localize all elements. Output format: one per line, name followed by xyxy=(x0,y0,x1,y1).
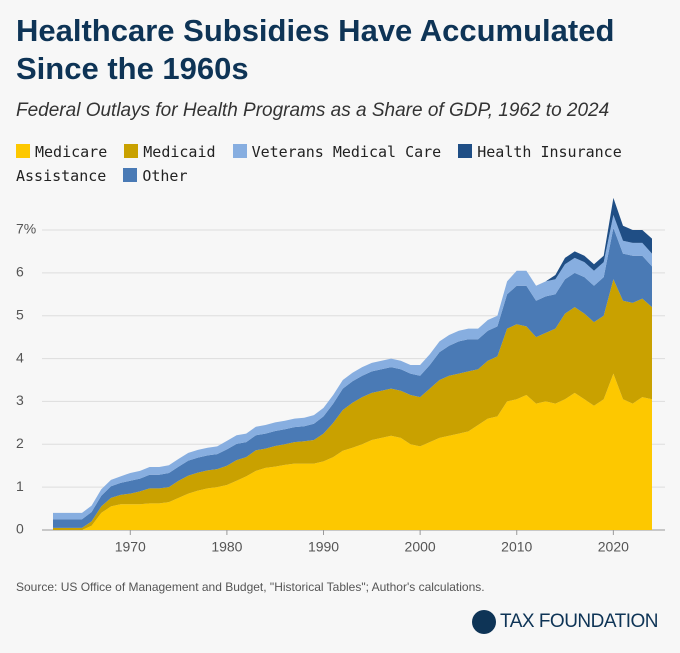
x-tick-label: 2010 xyxy=(501,539,532,555)
x-tick-label: 2020 xyxy=(598,539,629,555)
legend: Medicare Medicaid Veterans Medical Care … xyxy=(16,140,656,188)
y-tick-label: 6 xyxy=(16,264,24,280)
legend-label: Medicare xyxy=(35,143,108,161)
legend-swatch xyxy=(458,144,473,158)
logo: TAX FOUNDATION xyxy=(500,611,659,632)
legend-swatch xyxy=(123,168,138,182)
x-tick-label: 2000 xyxy=(405,539,436,555)
area xyxy=(53,373,652,530)
legend-item: Health Insurance Assistance xyxy=(16,143,622,185)
legend-swatch xyxy=(16,144,30,158)
legend-label: Other xyxy=(142,167,188,185)
chart-title: Healthcare Subsidies Have Accumulated Si… xyxy=(16,13,615,86)
y-tick-label: 7% xyxy=(16,221,36,237)
y-tick-label: 0 xyxy=(16,521,24,537)
legend-item: Veterans Medical Care xyxy=(232,143,442,161)
x-tick-label: 1990 xyxy=(308,539,339,555)
legend-item: Other xyxy=(123,167,188,185)
y-tick-label: 4 xyxy=(16,349,24,365)
y-tick-label: 5 xyxy=(16,306,24,322)
subtitle: Federal Outlays for Health Programs as a… xyxy=(16,100,610,121)
legend-item: Medicaid xyxy=(124,143,216,161)
x-tick-label: 1980 xyxy=(211,539,242,555)
legend-swatch xyxy=(232,144,247,158)
legend-item: Medicare xyxy=(16,143,107,161)
source: Source: US Office of Management and Budg… xyxy=(16,580,485,594)
y-tick-label: 1 xyxy=(16,478,24,494)
legend-label: Medicaid xyxy=(143,143,216,161)
legend-swatch xyxy=(124,144,139,158)
legend-label: Veterans Medical Care xyxy=(251,143,442,161)
y-tick-label: 3 xyxy=(16,392,24,408)
legend-label: Health Insurance Assistance xyxy=(16,143,622,185)
area xyxy=(53,279,652,530)
logo-icon xyxy=(472,610,496,634)
x-tick-label: 1970 xyxy=(115,539,146,555)
y-tick-label: 2 xyxy=(16,435,24,451)
